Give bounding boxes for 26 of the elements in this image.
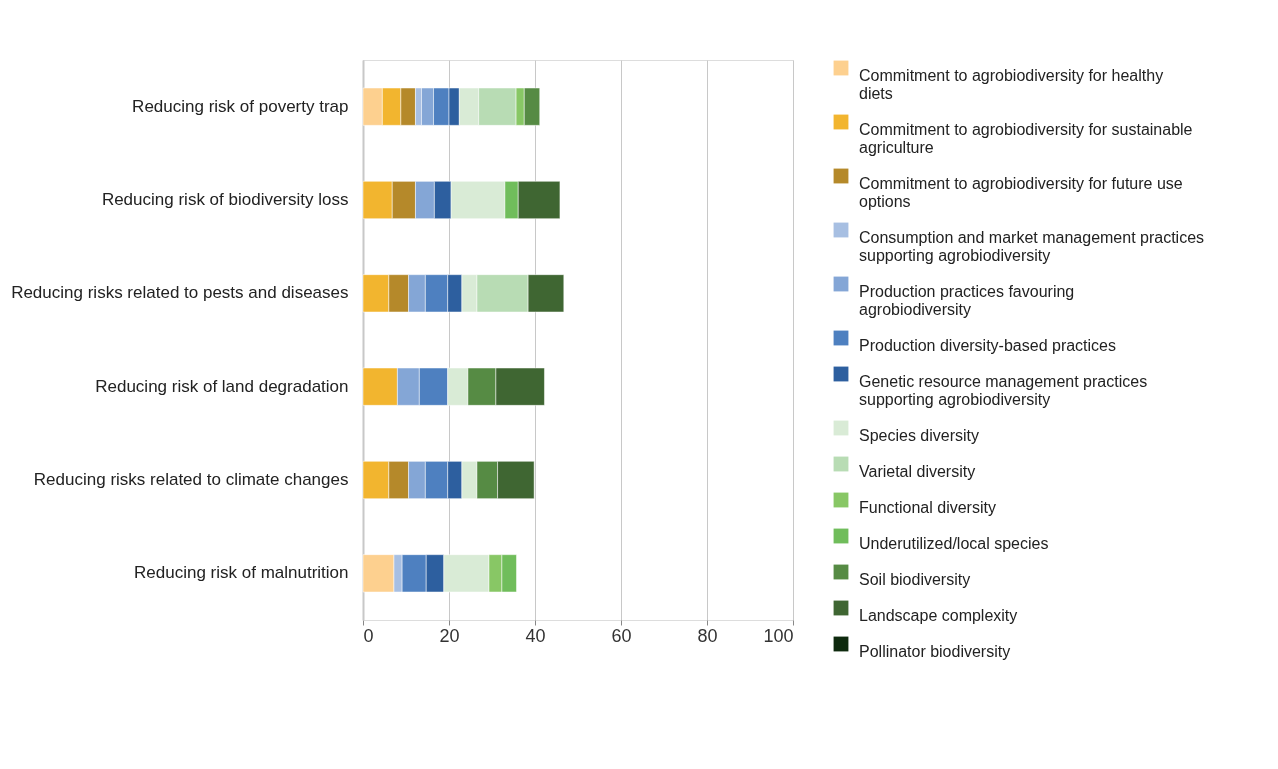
x-tick-label: 0 [363,625,374,646]
y-tick-label: Reducing risks related to climate changes [33,470,349,489]
x-tick-label: 100 [763,625,794,646]
y-tick-label: Reducing risk of poverty trap [132,96,349,116]
legend-label: Pollinator biodiversity [859,643,1011,660]
x-tick-label: 60 [611,625,632,646]
y-tick-label: Reducing risks related to pests and diseases [11,283,349,303]
legend-label: Commitment to agrobiodiversity for sustainable agriculture [859,121,1193,156]
x-tick-label: 20 [439,625,460,646]
legend-label: Genetic resource management practices supporting agrobiodiversity [859,373,1148,408]
x-tick-label: 80 [697,625,718,646]
y-tick-label: Reducing risk of land degradation [95,376,349,396]
legend-label: Commitment to agrobiodiversity for healthy diets [859,67,1164,102]
legend-label: Soil biodiversity [859,571,971,588]
legend-label: Landscape complexity [859,607,1018,624]
legend-label: Production diversity-based practices [859,337,1117,354]
legend-label: Species diversity [859,427,980,444]
legend-label: Production practices favouring agrobiodiversity [859,283,1075,318]
y-tick-label: Reducing risk of biodiversity loss [101,190,349,209]
x-tick-label: 40 [525,625,546,646]
legend-label: Functional diversity [859,499,996,516]
legend-label: Varietal diversity [859,463,976,480]
legend-label: Underutilized/local species [859,535,1049,552]
legend-label: Consumption and market management practices supporting agrobiodiversity [859,229,1205,264]
y-tick-label: Reducing risk of malnutrition [134,563,349,583]
legend-label: Commitment to agrobiodiversity for future use options [859,175,1183,210]
